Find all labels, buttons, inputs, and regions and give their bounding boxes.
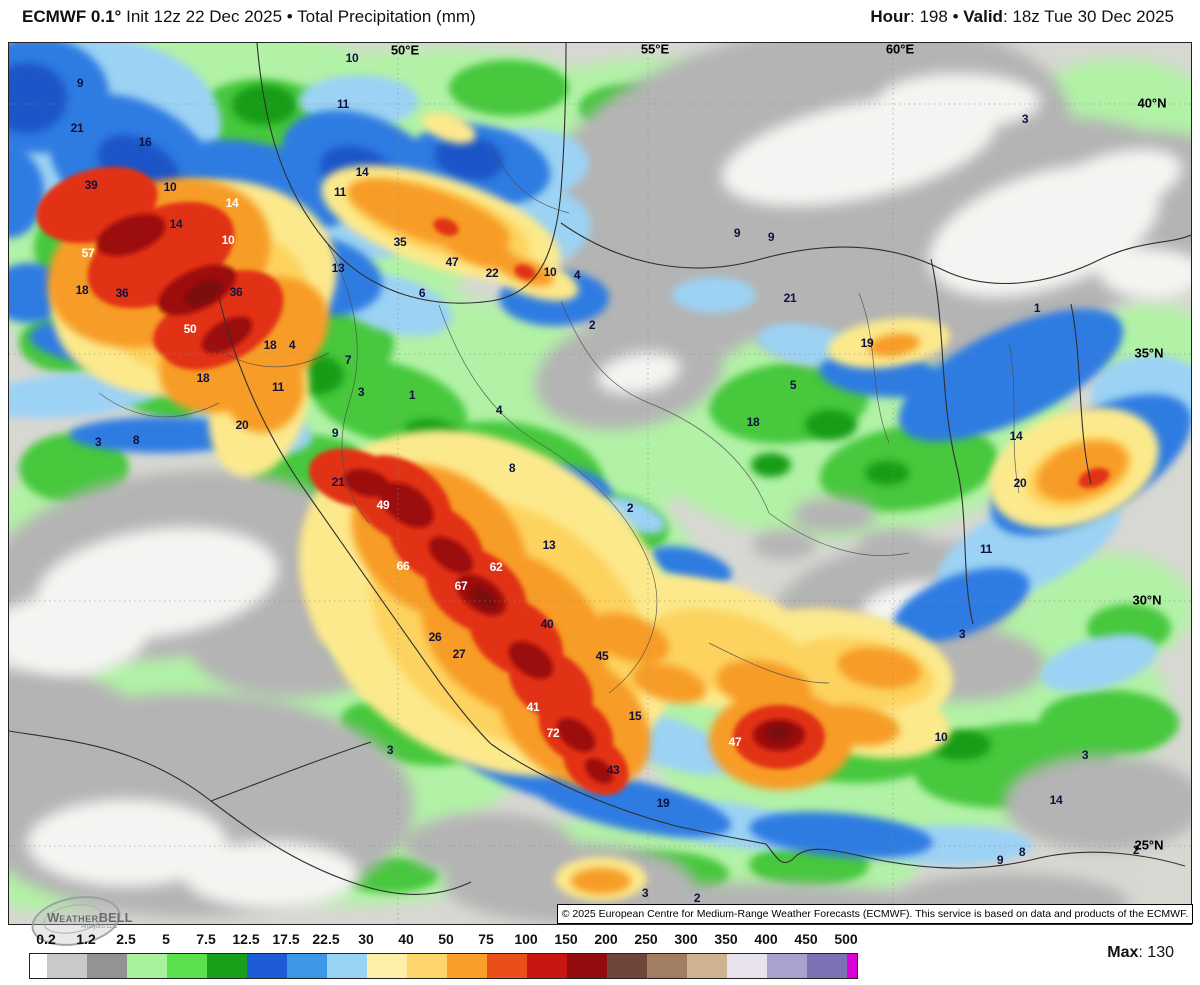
- legend-tick-label: 40: [398, 931, 414, 947]
- legend-tick-label: 1.2: [76, 931, 96, 947]
- valid-time: Hour: 198 • Valid: 18z Tue 30 Dec 2025: [870, 7, 1174, 27]
- legend-tick-label: 450: [794, 931, 818, 947]
- precip-map: WEATHERBELL Analytics LLC: [8, 42, 1192, 953]
- legend-ticks: 0.2 1.2 2.5 5 7.5 12.5 17.5 22.5 30 40 50 75 100 150 2…: [0, 931, 1200, 949]
- legend-color-cell: [647, 954, 687, 978]
- max-label: Max: [1107, 944, 1139, 961]
- legend-color-cell: [447, 954, 487, 978]
- legend-color-cell: [47, 954, 87, 978]
- legend-color-cell: [167, 954, 207, 978]
- valid-value: : 18z Tue 30 Dec 2025: [1002, 7, 1174, 26]
- legend-color-cell: [847, 954, 857, 978]
- legend-tick-label: 5: [162, 931, 170, 947]
- title-bar: ECMWF 0.1° Init 12z 22 Dec 2025 • Total …: [22, 7, 1174, 27]
- legend-color-cell: [607, 954, 647, 978]
- legend-color-cell: [687, 954, 727, 978]
- legend-tick-label: 12.5: [232, 931, 260, 947]
- legend-color-cell: [487, 954, 527, 978]
- max-value-readout: Max: 130: [1107, 944, 1174, 962]
- legend-tick-label: 200: [594, 931, 618, 947]
- legend-tick-label: 300: [674, 931, 698, 947]
- legend-color-cell: [767, 954, 807, 978]
- legend-tick-label: 250: [634, 931, 658, 947]
- legend-tick-label: 150: [554, 931, 578, 947]
- legend-color-cell: [807, 954, 847, 978]
- legend-color-cell: [567, 954, 607, 978]
- legend-tick-label: 30: [358, 931, 374, 947]
- province-borders: [98, 142, 1020, 694]
- copyright-strip: © 2025 European Centre for Medium-Range …: [557, 904, 1193, 924]
- weatherbell-logo-text: WEATHERBELL: [47, 909, 133, 927]
- legend-tick-label: 75: [478, 931, 494, 947]
- map-title: ECMWF 0.1° Init 12z 22 Dec 2025 • Total …: [22, 7, 476, 27]
- legend-colorbar: [29, 953, 858, 979]
- init-info: Init 12z 22 Dec 2025 • Total Precipitati…: [121, 7, 476, 26]
- legend-tick-label: 350: [714, 931, 738, 947]
- hour-label: Hour: [870, 7, 911, 26]
- legend-tick-label: 500: [834, 931, 858, 947]
- weatherbell-watermark: WEATHERBELL Analytics LLC: [27, 889, 179, 953]
- hour-value: : 198 •: [910, 7, 964, 26]
- legend-tick-label: 50: [438, 931, 454, 947]
- legend-color-cell: [407, 954, 447, 978]
- valid-label: Valid: [963, 7, 1003, 26]
- graticule-lines: [9, 43, 1191, 924]
- legend-tick-label: 17.5: [272, 931, 300, 947]
- legend-tick-label: 100: [514, 931, 538, 947]
- legend-tick-label: 22.5: [312, 931, 340, 947]
- country-borders: [9, 43, 1191, 895]
- legend-color-cell: [367, 954, 407, 978]
- legend-color-cell: [127, 954, 167, 978]
- watermark-bell: BELL: [98, 910, 133, 925]
- legend-tick-label: 7.5: [196, 931, 216, 947]
- max-value: : 130: [1138, 944, 1174, 961]
- model-name: ECMWF 0.1°: [22, 7, 122, 26]
- legend-color-cell: [207, 954, 247, 978]
- legend-color-cell: [87, 954, 127, 978]
- legend-tick-label: 2.5: [116, 931, 136, 947]
- watermark-subtext: Analytics LLC: [81, 924, 118, 930]
- legend-color-cell: [287, 954, 327, 978]
- legend-color-cell: [327, 954, 367, 978]
- legend-color-cell: [247, 954, 287, 978]
- legend-tick-label: 0.2: [36, 931, 56, 947]
- watermark-weather: EATHER: [59, 914, 99, 924]
- precip-map-canvas: [9, 43, 1191, 924]
- legend-color-cell: [527, 954, 567, 978]
- watermark-initial: W: [47, 910, 60, 925]
- legend-tick-label: 400: [754, 931, 778, 947]
- legend-color-cell: [727, 954, 767, 978]
- legend-color-cell: [30, 954, 47, 978]
